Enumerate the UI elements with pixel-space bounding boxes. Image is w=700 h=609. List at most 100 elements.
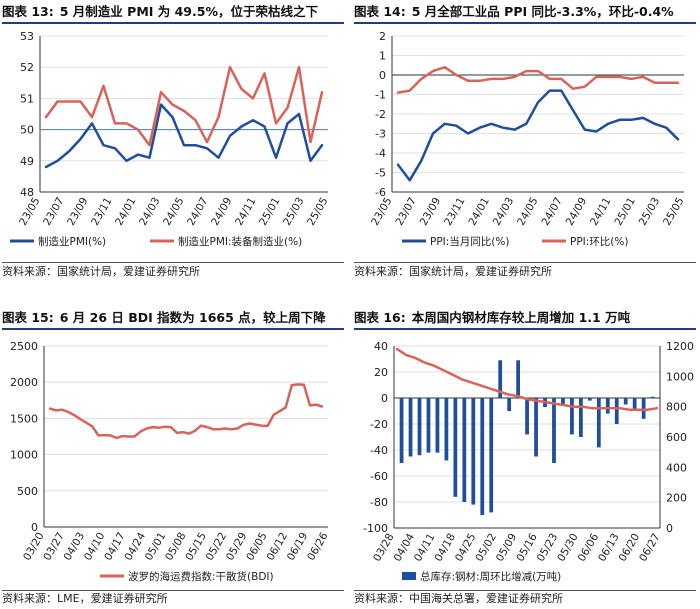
x-tick-label: 23/11 [89,196,115,228]
y-tick-label: -3 [375,128,386,141]
y-tick-label: 1 [379,50,386,63]
y2-tick-label: 200 [666,492,687,505]
legend-label: 波罗的海运费指数:干散货(BDI) [128,570,274,583]
x-tick-label: 25/01 [612,196,638,228]
series-line [396,89,680,182]
pmi-chart: 53525150494823/0523/0723/0923/1124/0124/… [10,30,331,248]
y2-tick-label: 800 [666,401,687,414]
y-tick-label: 40 [374,340,388,353]
y2-tick-label: 1200 [666,340,694,353]
panel-label: 图表 14: [354,4,406,19]
x-tick-label: 23/07 [393,196,419,228]
bdi-chart: 2500200015001000500003/2003/2704/0304/10… [10,340,331,583]
x-tick-label: 25/05 [305,196,331,228]
y-tick-label: 2000 [10,376,38,389]
bar [408,398,413,457]
chart-panel-bdi: 图表 15: 6 月 26 日 BDI 指数为 1665 点，较上周下降 2500… [0,306,350,609]
source-divider [354,590,696,591]
y-tick-label: 51 [20,92,34,105]
x-tick-label: 24/07 [185,196,211,228]
bar [471,398,476,505]
series-line [44,65,324,147]
legend-label: 总库存:钢材:周环比增减(万吨) [420,570,561,583]
y-tick-label: 53 [20,30,34,43]
y-tick-label: -60 [370,470,388,483]
source-divider [2,590,344,591]
source-note: 资料来源：国家统计局，爱建证券研究所 [354,265,552,278]
bar [561,398,565,405]
chart-panel-pmi: 图表 13: 5 月制造业 PMI 为 49.5%，位于荣枯线之下 53 52 51 5… [0,0,350,303]
y-tick-label: -20 [370,418,388,431]
bar [552,398,556,463]
y-tick-label: -100 [363,522,388,535]
bar [453,398,458,497]
y2-tick-label: 400 [666,461,687,474]
bar [489,398,494,513]
bar [632,398,637,411]
x-tick-label: 25/03 [281,196,307,228]
x-tick-label: 24/09 [564,196,590,228]
y-tick-label: 20 [374,366,388,379]
bar [516,360,521,398]
series-line [396,65,680,94]
x-tick-label: 06/27 [637,532,663,564]
source-note: 资料来源：LME，爱建证券研究所 [2,592,168,605]
panel-title: 图表 13: 5 月制造业 PMI 为 49.5%，位于荣枯线之下 [2,2,344,24]
x-tick-label: 24/05 [515,196,541,228]
bar [596,398,601,448]
legend-label: 制造业PMI:装备制造业(%) [178,235,302,248]
y-tick-label: -4 [375,147,386,160]
bar [444,398,449,461]
panel-title-text: 5 月全部工业品 PPI 同比-3.3%，环比-0.4% [411,4,674,19]
bar [579,398,583,437]
panel-label: 图表 13: [2,4,54,19]
x-tick-label: 24/05 [161,196,187,228]
panel-title: 图表 14: 5 月全部工业品 PPI 同比-3.3%，环比-0.4% [354,2,696,24]
bar [426,398,431,453]
bar [570,398,574,435]
bar [417,398,422,456]
y2-tick-label: 0 [666,522,673,535]
panel-title-text: 6 月 26 日 BDI 指数为 1665 点，较上周下降 [59,310,326,325]
bar [641,398,646,419]
y-tick-label: 2500 [10,340,38,353]
x-tick-label: 25/03 [637,196,663,228]
bar [399,398,404,463]
source-divider [2,262,344,263]
bar [507,398,512,411]
y-tick-label: 49 [20,155,34,168]
ppi-chart: 2 1 0 -1 -2 -3 -4 -5 -623/0523/0723/0923/1124/01… [369,30,687,248]
x-tick-label: 24/03 [137,196,163,228]
y-tick-label: 1500 [10,412,38,425]
x-tick-label: 24/09 [209,196,235,228]
legend-label: PPI:当月同比(%) [430,235,509,248]
x-tick-label: 23/07 [41,196,67,228]
panel-title: 图表 16: 本周国内钢材库存较上周增加 1.1 万吨 [354,308,696,330]
x-tick-label: 23/11 [442,196,468,228]
x-tick-label: 25/05 [661,196,687,228]
y-tick-label: 2 [379,30,386,43]
panel-title: 图表 15: 6 月 26 日 BDI 指数为 1665 点，较上周下降 [2,308,344,330]
y-tick-label: 52 [20,61,34,74]
series-line [395,347,659,411]
steel-inventory-chart: 40200-20-40-60-80-1001200100080060040020… [363,340,694,583]
x-tick-label: 23/05 [17,196,43,228]
bar [650,396,655,398]
panel-title-text: 本周国内钢材库存较上周增加 1.1 万吨 [411,310,631,325]
y2-tick-label: 1000 [666,370,694,383]
series-line [44,103,324,169]
bar [614,398,619,424]
x-tick-label: 23/09 [418,196,444,228]
panel-title-text: 5 月制造业 PMI 为 49.5%，位于荣枯线之下 [59,4,318,19]
bar [623,398,628,405]
series-line [48,383,324,440]
y-tick-label: 50 [20,124,34,137]
bar [534,398,538,457]
x-tick-label: 24/01 [113,196,139,228]
y-tick-label: -2 [375,108,386,121]
legend-label: PPI:环比(%) [570,235,628,248]
legend-label: 制造业PMI(%) [38,235,106,248]
y-tick-label: 1000 [10,449,38,462]
y-tick-label: -6 [375,186,386,199]
source-divider [354,262,696,263]
